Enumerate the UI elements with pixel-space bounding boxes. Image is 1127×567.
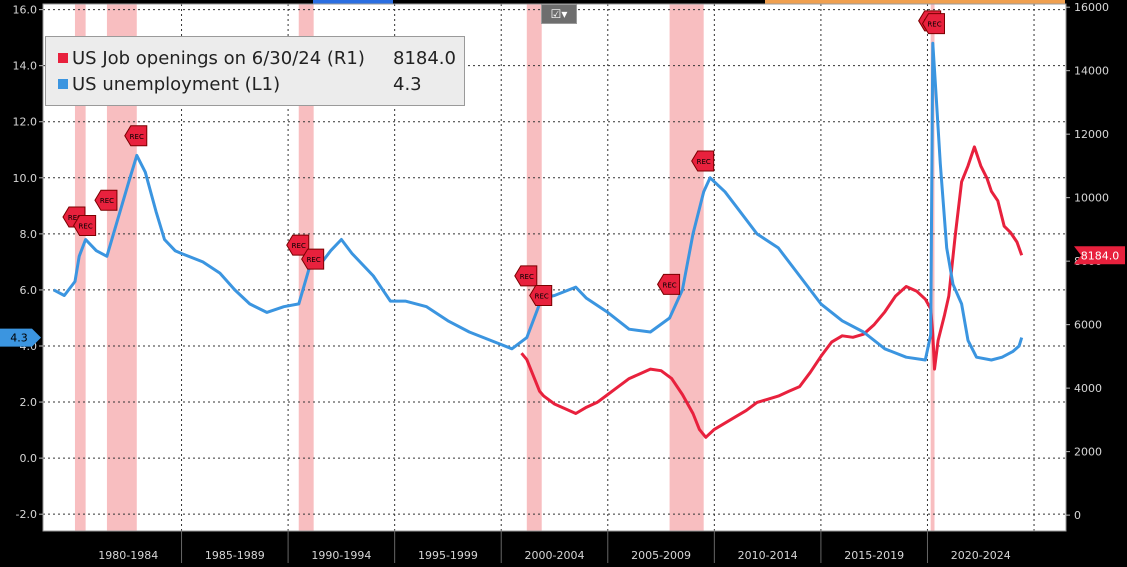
rec-marker <box>921 13 946 35</box>
job-openings-last-value-tag <box>1074 246 1125 265</box>
y-right-tick-label: 16000 <box>1074 1 1109 14</box>
rec-marker <box>529 285 553 307</box>
y-right-tick-label: 0 <box>1074 509 1081 522</box>
legend-item-unemployment: US unemployment (L1) 4.3 <box>58 73 422 97</box>
rec-marker <box>286 234 310 256</box>
y-left-tick-label: 10.0 <box>13 172 38 185</box>
x-tick-label: 2000-2004 <box>525 549 585 562</box>
rec-marker-label: REC <box>307 256 321 264</box>
x-tick-label: 1990-1994 <box>311 549 371 562</box>
rec-marker <box>301 248 325 270</box>
rec-marker-label: REC <box>130 133 144 141</box>
rec-marker-label: REC <box>520 273 534 281</box>
y-right-tick-label: 12000 <box>1074 128 1109 141</box>
x-tick-label: 1995-1999 <box>418 549 478 562</box>
rec-marker-label: REC <box>662 281 676 289</box>
y-left-tick-label: 14.0 <box>13 60 38 73</box>
rec-marker-label: REC <box>292 242 306 250</box>
y-left-tick-label: 6.0 <box>20 284 38 297</box>
legend-item-job-openings: US Job openings on 6/30/24 (R1) 8184.0 <box>58 47 456 71</box>
rec-marker <box>691 150 715 172</box>
y-left-tick-label: 16.0 <box>13 4 38 17</box>
unemployment-last-value-tag <box>0 328 41 347</box>
rec-marker <box>657 273 681 295</box>
legend: US Job openings on 6/30/24 (R1) 8184.0 U… <box>45 36 465 106</box>
y-right-tick-label: 2000 <box>1074 446 1102 459</box>
legend-label: US Job openings on 6/30/24 (R1) <box>72 48 365 69</box>
y-left-tick-label: 0.0 <box>20 452 38 465</box>
recession-band <box>74 4 86 531</box>
x-tick-label: 1985-1989 <box>205 549 265 562</box>
rec-marker <box>124 125 148 147</box>
x-tick-label: 2005-2009 <box>631 549 691 562</box>
x-tick-label: 2015-2019 <box>844 549 904 562</box>
legend-swatch-blue <box>58 79 68 89</box>
rec-marker-label: REC <box>927 21 941 29</box>
rec-marker <box>514 265 538 287</box>
rec-marker-label: REC <box>697 158 711 166</box>
legend-value: 4.3 <box>393 74 422 95</box>
x-tick-label: 1980-1984 <box>98 549 158 562</box>
rec-marker-label: REC <box>68 214 82 222</box>
top-tab-blue <box>313 0 393 4</box>
unemployment-last-value: 4.3 <box>10 332 28 345</box>
rec-marker <box>73 214 97 236</box>
job-openings-line <box>520 145 1024 439</box>
legend-value: 8184.0 <box>393 48 456 69</box>
x-tick-label: 2010-2014 <box>738 549 798 562</box>
y-left-tick-label: 12.0 <box>13 116 38 129</box>
rec-marker <box>94 189 118 211</box>
y-left-tick-label: 8.0 <box>20 228 38 241</box>
legend-swatch-red <box>58 53 68 63</box>
chart-options-icon[interactable]: ☑▾ <box>541 4 577 24</box>
y-right-tick-label: 14000 <box>1074 65 1109 78</box>
legend-label: US unemployment (L1) <box>72 74 281 95</box>
y-right-tick-label: 6000 <box>1074 319 1102 332</box>
y-left-tick-label: 2.0 <box>20 396 38 409</box>
rec-marker-label: REC <box>535 293 549 301</box>
y-right-tick-label: 10000 <box>1074 192 1109 205</box>
rec-marker-label: REC <box>100 197 114 205</box>
top-tab-orange <box>765 0 1065 4</box>
x-tick-label: 2020-2024 <box>951 549 1011 562</box>
job-openings-last-value: 8184.0 <box>1081 249 1120 262</box>
rec-marker-label: REC <box>79 222 93 230</box>
y-right-tick-label: 4000 <box>1074 382 1102 395</box>
y-left-tick-label: -2.0 <box>16 508 37 521</box>
